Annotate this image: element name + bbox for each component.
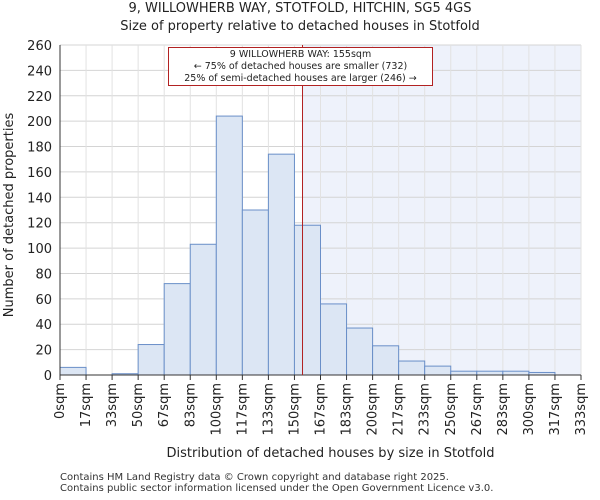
annotation-line-smaller: ← 75% of detached houses are smaller (73…	[193, 61, 408, 72]
x-tick-label: 167sqm	[314, 383, 329, 436]
y-tick-label: 180	[27, 141, 52, 156]
y-tick-label: 160	[27, 166, 52, 181]
x-tick-label: 333sqm	[574, 383, 589, 436]
y-axis-label: Number of detached properties	[2, 113, 17, 318]
histogram-bar	[267, 153, 295, 376]
x-tick-label: 183sqm	[340, 383, 355, 436]
histogram-bar	[398, 360, 426, 376]
x-tick-label: 50sqm	[131, 383, 146, 427]
x-axis-label: Distribution of detached houses by size …	[166, 446, 494, 461]
histogram-bar	[59, 366, 87, 376]
annotation-line-larger: 25% of semi-detached houses are larger (…	[184, 73, 417, 84]
histogram-bar	[215, 115, 243, 376]
x-tick-label: 117sqm	[235, 383, 250, 436]
histogram-bar	[293, 224, 322, 376]
y-tick-label: 120	[27, 217, 52, 232]
x-tick-label: 250sqm	[444, 383, 459, 436]
footer-copyright: Contains HM Land Registry data © Crown c…	[60, 472, 449, 483]
x-tick-label: 83sqm	[183, 383, 198, 427]
histogram-bar	[320, 303, 348, 376]
y-tick-label: 240	[27, 64, 52, 79]
histogram-bar	[372, 345, 400, 376]
x-tick-label: 300sqm	[522, 383, 537, 436]
annotation-line-property: 9 WILLOWHERB WAY: 155sqm	[229, 49, 372, 60]
chart-title-subtitle: Size of property relative to detached ho…	[120, 19, 480, 34]
y-tick-label: 100	[27, 242, 52, 257]
histogram-bar	[346, 327, 374, 376]
histogram-bar	[476, 370, 504, 376]
x-tick-label: 217sqm	[392, 383, 407, 436]
x-tick-label: 283sqm	[496, 383, 511, 436]
x-tick-label: 317sqm	[548, 383, 563, 436]
y-tick-label: 40	[35, 318, 52, 333]
shaded-region-larger	[302, 45, 581, 375]
histogram-bar	[502, 370, 530, 376]
x-tick-label: 233sqm	[418, 383, 433, 436]
histogram-bar	[189, 243, 217, 376]
y-tick-label: 140	[27, 191, 52, 206]
x-tick-label: 200sqm	[366, 383, 381, 436]
marker-annotation-box: 9 WILLOWHERB WAY: 155sqm ← 75% of detach…	[168, 47, 433, 86]
x-tick-label: 17sqm	[79, 383, 94, 427]
y-tick-label: 60	[35, 293, 52, 308]
footer-licence: Contains public sector information licen…	[60, 483, 494, 494]
x-tick-label: 33sqm	[105, 383, 120, 427]
histogram-bar	[450, 370, 478, 376]
y-tick-label: 260	[27, 39, 52, 54]
y-tick-label: 80	[35, 267, 52, 282]
x-tick-label: 67sqm	[157, 383, 172, 427]
x-tick-label: 150sqm	[287, 383, 302, 436]
histogram-bar	[163, 283, 191, 376]
histogram-bar	[424, 365, 452, 376]
x-tick-label: 100sqm	[209, 383, 224, 436]
histogram-bar	[137, 344, 165, 376]
histogram-bar	[241, 209, 269, 376]
x-tick-label: 133sqm	[261, 383, 276, 436]
x-tick-label: 0sqm	[53, 383, 68, 419]
y-tick-label: 0	[44, 369, 52, 384]
chart-title-address: 9, WILLOWHERB WAY, STOTFOLD, HITCHIN, SG…	[128, 1, 472, 16]
y-tick-label: 20	[35, 344, 52, 359]
x-tick-label: 267sqm	[470, 383, 485, 436]
y-tick-label: 200	[27, 115, 52, 130]
y-tick-label: 220	[27, 90, 52, 105]
